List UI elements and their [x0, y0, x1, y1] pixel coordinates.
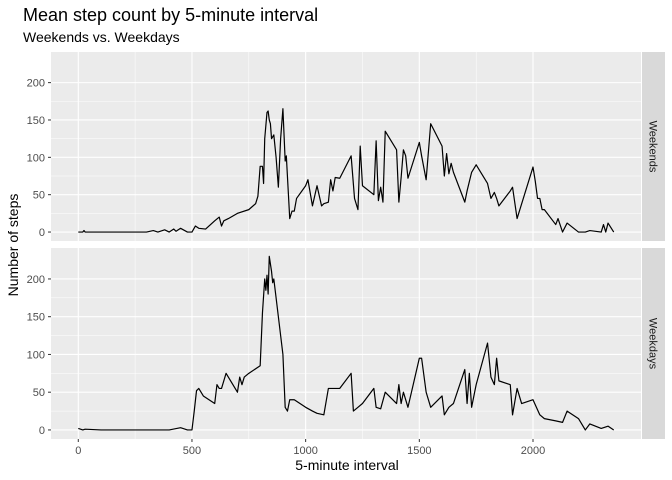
panel-weekends: 0 50 100 150 200 Weekends: [27, 52, 665, 241]
facet-strip-label: Weekdays: [647, 318, 659, 370]
series-line-weekdays: [78, 255, 615, 431]
y-axis-title: Number of steps: [5, 194, 21, 297]
y-tick-label: 50: [33, 190, 45, 202]
panels: 0 50 100 150 200 Weekends 0 50 100 150 200 Weekdays: [27, 52, 665, 439]
y-tick-label: 200: [27, 78, 45, 90]
facet-strip-label: Weekends: [647, 121, 659, 173]
facet-strip: [642, 248, 665, 439]
chart-title: Mean step count by 5-minute interval: [23, 5, 318, 25]
y-tick-label: 0: [39, 227, 45, 239]
y-tick-label: 100: [27, 349, 45, 361]
y-tick-label: 100: [27, 152, 45, 164]
y-tick-label: 150: [27, 312, 45, 324]
x-tick-label: 0: [75, 445, 81, 457]
panel-background: [51, 52, 641, 241]
chart-subtitle: Weekends vs. Weekdays: [23, 29, 180, 45]
y-tick-label: 0: [39, 425, 45, 437]
x-tick-label: 1500: [407, 445, 431, 457]
panel-weekdays: 0 50 100 150 200 Weekdays: [27, 248, 665, 439]
series-line-weekends: [78, 108, 615, 233]
panel-background: [51, 248, 641, 439]
x-tick-label: 1000: [293, 445, 317, 457]
x-axis: 0 500 1000 1500 2000: [75, 439, 545, 457]
facet-strip: [642, 52, 665, 241]
y-tick-label: 150: [27, 115, 45, 127]
y-tick-label: 200: [27, 274, 45, 286]
x-tick-label: 2000: [521, 445, 545, 457]
x-tick-label: 500: [183, 445, 201, 457]
x-axis-title: 5-minute interval: [295, 457, 399, 473]
y-tick-label: 50: [33, 387, 45, 399]
